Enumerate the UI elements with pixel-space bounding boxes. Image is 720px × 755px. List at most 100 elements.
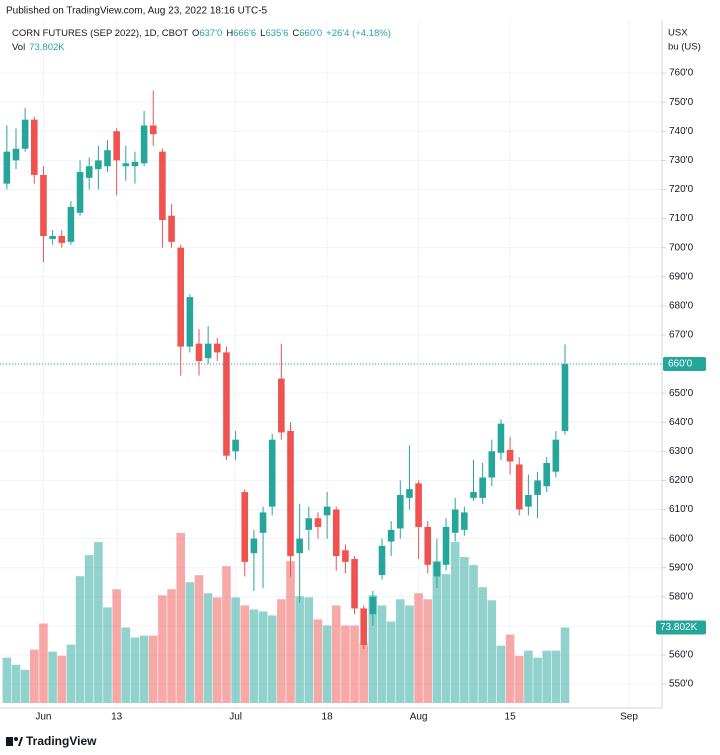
candle-body — [95, 160, 102, 170]
candle-body — [397, 494, 404, 529]
candle-body — [31, 119, 38, 175]
publisher: Published on TradingView.com, Aug 23, 20… — [6, 6, 268, 17]
candle-body — [552, 439, 560, 472]
candle-body — [543, 462, 550, 487]
candle-body — [268, 439, 276, 507]
volume-bar — [551, 650, 561, 703]
volume-bar — [213, 597, 222, 703]
y-tick-label: 680'0 — [669, 300, 694, 311]
y-tick-label: 760'0 — [669, 68, 694, 79]
candle-body — [85, 166, 93, 178]
volume-bar — [203, 593, 213, 703]
candle-body — [287, 430, 294, 557]
volume-bar — [386, 621, 396, 703]
legend-value: 637'0 — [199, 28, 222, 39]
candle-body — [186, 297, 194, 347]
y-tick-label: 650'0 — [669, 388, 694, 399]
volume-bar — [396, 599, 405, 703]
volume-bar — [112, 589, 121, 703]
volume-bar — [222, 566, 231, 703]
unit: bu (US) — [668, 42, 701, 53]
volume-bar — [313, 619, 323, 703]
volume-bar — [469, 565, 478, 703]
volume-bar — [487, 600, 497, 703]
volume-bar — [2, 657, 12, 703]
candle-body — [561, 364, 569, 431]
volume-bar — [167, 589, 176, 703]
candle-body — [104, 150, 111, 167]
last-price-badge — [663, 357, 706, 372]
candle-body — [378, 545, 386, 575]
candle-body — [424, 526, 432, 565]
volume-bar — [304, 597, 314, 703]
candle-body — [149, 125, 157, 135]
volume-bar — [176, 532, 185, 703]
candle-body — [195, 343, 203, 362]
volume-bar — [514, 655, 524, 703]
volume-bar — [84, 555, 94, 703]
volume-bar — [322, 625, 332, 703]
candle-body — [506, 449, 514, 462]
volume-bar — [560, 627, 570, 703]
candle-body — [58, 236, 66, 243]
volume-bar — [148, 635, 158, 703]
legend-key: L — [260, 28, 265, 39]
candle-body — [433, 561, 441, 577]
volume-bar — [185, 582, 195, 703]
volume-bar — [377, 605, 387, 703]
volume-bar — [542, 650, 551, 703]
candle-body — [232, 439, 239, 452]
candle-body — [351, 558, 358, 609]
volume-bar — [286, 561, 295, 703]
volume-bar — [94, 542, 103, 703]
legend-value: 635'6 — [265, 28, 288, 39]
candle-body — [159, 151, 166, 221]
volume-bar — [478, 587, 487, 703]
volume-bar — [368, 595, 378, 703]
volume-bar — [130, 637, 140, 703]
volume-bar — [240, 605, 250, 703]
logo — [18, 737, 23, 746]
volume-bar — [359, 643, 368, 703]
x-tick-label: 18 — [322, 712, 334, 723]
candle-body — [278, 378, 285, 433]
candle-body — [488, 451, 496, 478]
x-tick-label: Sep — [620, 712, 638, 723]
candle-layer — [3, 90, 569, 650]
brand-name: TradingView — [26, 734, 97, 748]
y-tick-label: 740'0 — [669, 126, 694, 137]
y-tick-label: 720'0 — [669, 184, 694, 195]
volume-layer — [2, 532, 570, 703]
volume-bar — [331, 605, 341, 703]
candle-body — [168, 215, 175, 242]
candle-body — [214, 343, 221, 353]
volume-bar — [139, 635, 149, 703]
candle-body — [305, 518, 313, 530]
volume-bar — [423, 599, 433, 703]
volume-bar — [341, 625, 350, 703]
volume-name: Vol — [12, 42, 25, 53]
volume-value: 73.802K — [29, 42, 65, 53]
volume-bar — [460, 557, 469, 703]
candle-body — [415, 483, 422, 527]
legend: CORN FUTURES (SEP 2022), 1D, CBOT O637'0 H… — [12, 28, 391, 39]
y-tick-label: 610'0 — [669, 504, 694, 515]
legend-change: +26'4 (+4.18%) — [326, 28, 391, 39]
y-tick-label: 670'0 — [669, 330, 694, 341]
volume-bar — [231, 597, 240, 703]
candle-body — [223, 352, 230, 456]
candle-body — [332, 509, 340, 557]
volume-bar — [11, 664, 21, 703]
candle-body — [113, 131, 120, 161]
candle-body — [177, 247, 184, 347]
last-price-label: 660'0 — [668, 359, 693, 370]
volume-bar — [57, 655, 67, 703]
candle-body — [442, 526, 450, 565]
candle-body — [67, 206, 75, 242]
candle-body — [515, 464, 523, 510]
y-tick-label: 600'0 — [669, 533, 694, 544]
overlay: 550'0560'0570'0580'0590'0600'0610'0620'0… — [0, 68, 706, 723]
candle-body — [40, 174, 47, 237]
x-tick-label: 13 — [111, 712, 123, 723]
legend-key: H — [226, 28, 233, 39]
